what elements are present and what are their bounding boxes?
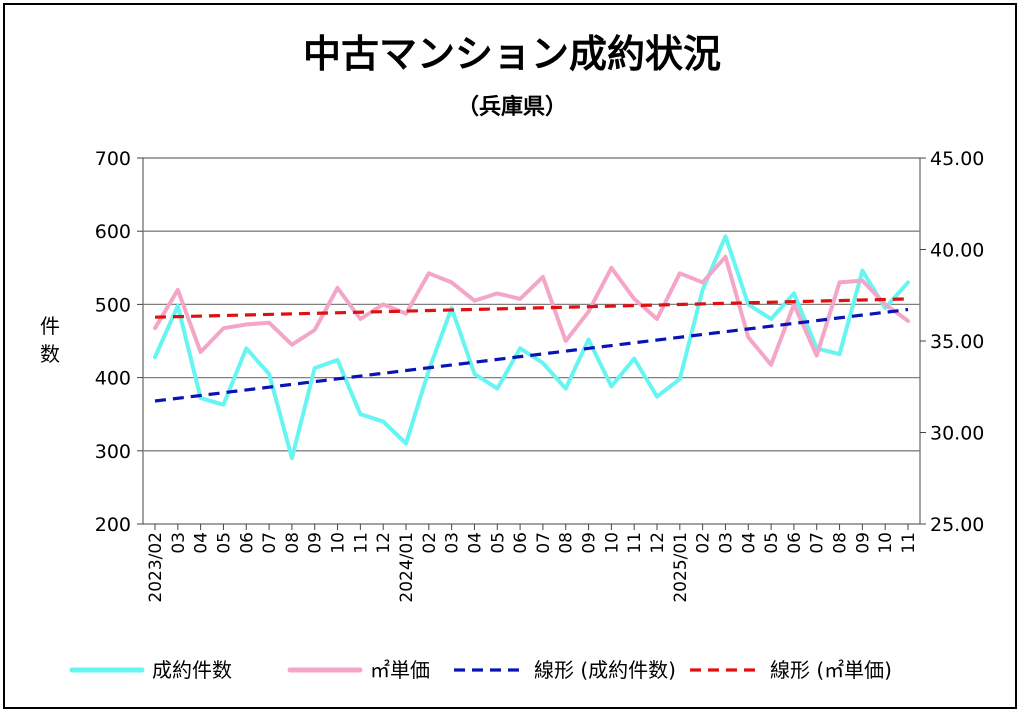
y-axis-label-char: 件: [40, 314, 60, 338]
x-tick-label: 05: [488, 532, 508, 554]
x-tick-label: 10: [602, 532, 622, 554]
x-tick-label: 11: [899, 532, 919, 554]
y-tick-label: 400: [95, 368, 131, 390]
plot-border: [142, 157, 921, 525]
x-tick-label: 10: [329, 532, 349, 554]
x-tick-label: 11: [625, 532, 645, 554]
series-line: [153, 254, 910, 367]
x-tick-label: 04: [739, 532, 759, 554]
y-tick-label: 500: [95, 294, 131, 316]
x-tick-label: 03: [716, 532, 736, 554]
x-tick-label: 2023/02: [146, 532, 166, 603]
x-tick-label: 07: [260, 532, 280, 554]
legend-label: ㎡単価: [370, 658, 430, 682]
x-tick-label: 12: [648, 532, 668, 554]
x-tick-label: 06: [237, 532, 257, 554]
x-tick-label: 10: [876, 532, 896, 554]
y2-tick-label: 30.00: [930, 423, 984, 445]
x-tick-label: 05: [762, 532, 782, 554]
x-tick-label: 05: [214, 532, 234, 554]
x-tick-label: 11: [351, 532, 371, 554]
x-tick-label: 08: [557, 532, 577, 554]
x-tick-label: 09: [580, 532, 600, 554]
y-tick-label: 600: [95, 221, 131, 243]
x-tick-label: 03: [443, 532, 463, 554]
x-tick-label: 08: [831, 532, 851, 554]
x-tick-label: 06: [785, 532, 805, 554]
trend-line: [154, 307, 909, 403]
x-tick-label: 04: [192, 532, 212, 554]
chart-title: 中古マンション成約状況: [303, 32, 721, 76]
legend-label: 線形 (成約件数): [534, 658, 676, 682]
chart-frame: [3, 3, 1017, 709]
x-tick-label: 02: [694, 532, 714, 554]
legend-label: 成約件数: [152, 658, 232, 682]
chart-subtitle: （兵庫県）: [457, 94, 567, 120]
y2-tick-label: 35.00: [930, 331, 984, 353]
x-tick-label: 03: [169, 532, 189, 554]
legend: 成約件数 ㎡単価 線形 (成約件数) 線形 (㎡単価): [69, 658, 892, 682]
legend-label: 線形 (㎡単価): [770, 658, 892, 682]
plot-area: 700 600 500 400 300 200 45.00 40.00 35.00 30.00 25…: [40, 148, 984, 603]
x-tick-label: 12: [374, 532, 394, 554]
x-tick-label: 07: [534, 532, 554, 554]
y-tick-label: 300: [95, 441, 131, 463]
x-tick-label: 09: [306, 532, 326, 554]
y-axis-label-char: 数: [40, 342, 60, 366]
x-tick-label: 07: [808, 532, 828, 554]
x-tick-label: 02: [420, 532, 440, 554]
x-tick-label: 08: [283, 532, 303, 554]
y2-tick-label: 45.00: [930, 148, 984, 170]
x-tick-label: 09: [853, 532, 873, 554]
series-line: [153, 234, 910, 461]
x-tick-label: 2024/01: [397, 532, 417, 603]
x-tick-label: 04: [465, 532, 485, 554]
y-tick-label: 700: [95, 148, 131, 170]
y2-tick-label: 25.00: [930, 514, 984, 536]
x-tick-label: 06: [511, 532, 531, 554]
x-tick-label: 2025/01: [671, 532, 691, 603]
y2-tick-label: 40.00: [930, 240, 984, 262]
y-tick-label: 200: [95, 514, 131, 536]
